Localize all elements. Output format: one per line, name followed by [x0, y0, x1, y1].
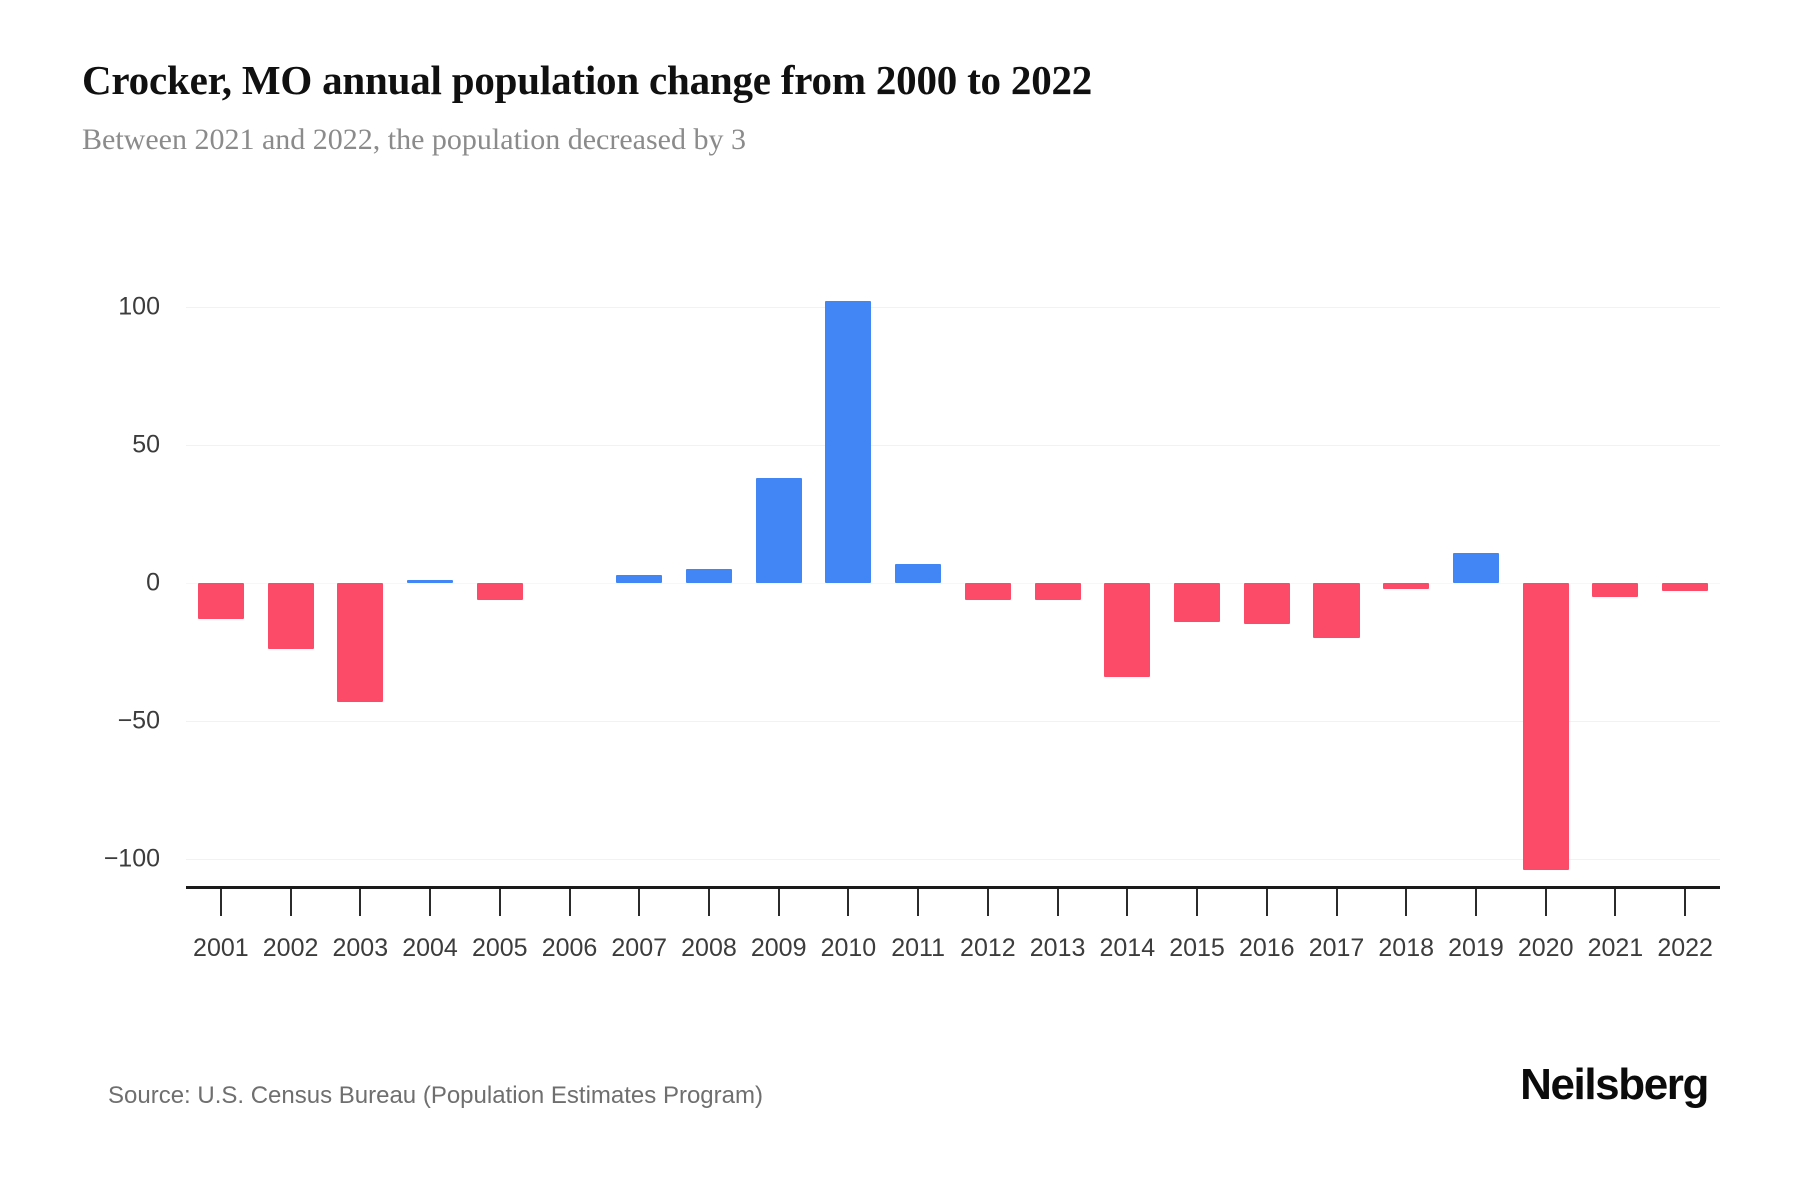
- bar-2001[interactable]: [197, 583, 244, 619]
- bar-2003[interactable]: [337, 583, 384, 702]
- brand-logo: Neilsberg: [1520, 1060, 1709, 1109]
- x-axis-tick-label-2001: 2001: [193, 934, 249, 962]
- x-axis-tick-label-2008: 2008: [681, 934, 737, 962]
- x-axis-tick: [359, 889, 362, 916]
- x-axis-tick-label-2020: 2020: [1517, 934, 1574, 962]
- bar-2022[interactable]: [1662, 583, 1709, 592]
- x-axis-tick-label-2014: 2014: [1099, 934, 1156, 962]
- gridline-0: [186, 583, 1720, 584]
- bar-2008[interactable]: [685, 569, 732, 583]
- x-axis-tick-label-2006: 2006: [541, 934, 598, 962]
- x-axis-tick: [429, 889, 432, 916]
- x-axis-tick-label-2011: 2011: [891, 934, 946, 962]
- page-title: Crocker, MO annual population change fro…: [82, 57, 1093, 103]
- x-axis-tick-label-2009: 2009: [750, 934, 807, 962]
- bar-2012[interactable]: [964, 583, 1011, 600]
- source-note: Source: U.S. Census Bureau (Population E…: [108, 1082, 763, 1109]
- x-axis-tick: [1474, 889, 1477, 916]
- x-axis-tick: [219, 889, 222, 916]
- gridline--50: [186, 721, 1720, 722]
- gridline--100: [186, 859, 1720, 860]
- x-axis-tick: [1335, 889, 1338, 916]
- bar-2021[interactable]: [1592, 583, 1639, 597]
- x-axis-tick: [568, 889, 571, 916]
- bar-2018[interactable]: [1383, 583, 1430, 589]
- x-axis-tick: [1265, 889, 1268, 916]
- x-axis-tick: [777, 889, 780, 916]
- bar-2015[interactable]: [1174, 583, 1221, 622]
- bar-2014[interactable]: [1104, 583, 1151, 677]
- x-axis-tick-label-2022: 2022: [1657, 934, 1713, 962]
- bar-2009[interactable]: [755, 478, 802, 583]
- x-axis-tick-label-2013: 2013: [1029, 934, 1086, 962]
- x-axis-tick: [1684, 889, 1687, 916]
- x-axis-tick: [1405, 889, 1408, 916]
- x-axis-tick-label-2018: 2018: [1378, 934, 1435, 962]
- x-axis-tick-label-2005: 2005: [471, 934, 528, 962]
- x-axis-tick: [847, 889, 850, 916]
- gridline-50: [186, 445, 1720, 446]
- bar-2013[interactable]: [1034, 583, 1081, 600]
- bar-2019[interactable]: [1452, 552, 1499, 583]
- y-axis-tick-label: 100: [118, 292, 160, 321]
- y-axis-tick-label: −100: [103, 844, 160, 873]
- x-axis-tick-label-2002: 2002: [262, 934, 319, 962]
- bar-2016[interactable]: [1243, 583, 1290, 625]
- bar-2011[interactable]: [895, 563, 942, 583]
- x-axis-tick: [1614, 889, 1617, 916]
- x-axis-tick-label-2010: 2010: [820, 934, 877, 962]
- bar-2007[interactable]: [616, 574, 663, 583]
- x-axis-tick-label-2003: 2003: [332, 934, 389, 962]
- bar-2017[interactable]: [1313, 583, 1360, 639]
- x-axis-tick-label-2012: 2012: [960, 934, 1016, 962]
- x-axis-tick: [1056, 889, 1059, 916]
- x-axis-tick: [1544, 889, 1547, 916]
- bar-2004[interactable]: [407, 580, 454, 583]
- x-axis-tick-label-2021: 2021: [1587, 934, 1644, 962]
- x-axis-tick: [1196, 889, 1199, 916]
- bar-2020[interactable]: [1522, 583, 1569, 871]
- x-axis-tick-label-2016: 2016: [1238, 934, 1295, 962]
- gridline-100: [186, 307, 1720, 308]
- x-axis-tick-label-2019: 2019: [1448, 934, 1504, 962]
- x-axis-tick-label-2004: 2004: [402, 934, 458, 962]
- x-axis-tick: [917, 889, 920, 916]
- x-axis-tick: [707, 889, 710, 916]
- chart-subtitle: Between 2021 and 2022, the population de…: [82, 123, 746, 156]
- x-axis-tick-label-2015: 2015: [1169, 934, 1225, 962]
- chart-header: Crocker, MO annual population change fro…: [82, 56, 1722, 157]
- bar-2002[interactable]: [267, 583, 314, 650]
- x-axis-tick-label-2007: 2007: [611, 934, 668, 962]
- x-axis-tick: [986, 889, 989, 916]
- bar-2010[interactable]: [825, 301, 872, 583]
- y-axis-tick-label: −50: [117, 706, 160, 735]
- bar-2005[interactable]: [476, 583, 523, 600]
- x-axis-tick: [1126, 889, 1129, 916]
- x-axis-line: [186, 886, 1720, 889]
- y-axis-tick-label: 50: [132, 430, 160, 459]
- x-axis-tick: [638, 889, 641, 916]
- x-axis-tick-label-2017: 2017: [1308, 934, 1365, 962]
- x-axis-tick: [498, 889, 501, 916]
- y-axis-tick-label: 0: [146, 568, 160, 597]
- x-axis-tick: [289, 889, 292, 916]
